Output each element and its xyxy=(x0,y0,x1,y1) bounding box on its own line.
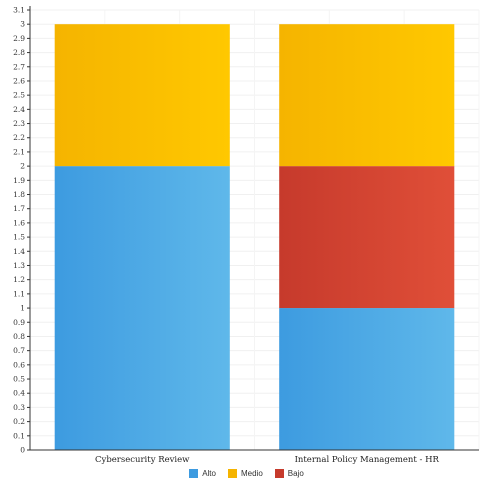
y-tick-label: 2.2 xyxy=(13,133,25,142)
y-tick-label: 2.1 xyxy=(13,147,25,156)
y-tick-label: 1 xyxy=(20,304,25,313)
y-tick-label: 0.4 xyxy=(13,389,25,398)
x-category-label: Internal Policy Management - HR xyxy=(295,455,440,465)
y-tick-label: 2.8 xyxy=(13,48,25,57)
legend-item-alto[interactable]: Alto xyxy=(189,469,216,478)
y-tick-label: 0.3 xyxy=(13,403,25,412)
x-axis: Cybersecurity Review Internal Policy Mana… xyxy=(30,449,479,465)
bar-series xyxy=(54,24,455,450)
bar-medio-1[interactable] xyxy=(54,24,230,167)
legend-label-medio: Medio xyxy=(240,469,263,478)
x-category-label: Cybersecurity Review xyxy=(95,455,190,465)
y-tick-label: 1.7 xyxy=(13,204,25,213)
y-tick-label: 2.7 xyxy=(13,62,25,71)
legend-label-bajo: Bajo xyxy=(287,469,304,478)
y-tick-label: 0.5 xyxy=(13,375,25,384)
y-axis: 0 0.1 0.2 0.3 0.4 0.5 0.6 0.7 0.8 0.9 1 1.1 1.2 1.3 1.… xyxy=(13,6,31,455)
y-tick-label: 0 xyxy=(20,446,25,455)
y-tick-label: 2.3 xyxy=(13,119,25,128)
y-tick-label: 0.1 xyxy=(13,431,25,440)
bar-medio-2[interactable] xyxy=(279,24,455,167)
y-tick-label: 1.8 xyxy=(13,190,25,199)
legend-swatch-medio xyxy=(227,469,237,478)
y-tick-label: 3 xyxy=(20,20,25,29)
legend-item-medio[interactable]: Medio xyxy=(227,469,263,478)
y-tick-label: 0.2 xyxy=(13,417,25,426)
y-tick-label: 1.1 xyxy=(13,289,25,298)
y-tick-label: 1.3 xyxy=(13,261,25,270)
y-tick-label: 2.4 xyxy=(13,105,25,114)
bar-bajo-2[interactable] xyxy=(279,166,455,309)
bar-alto-2[interactable] xyxy=(279,308,455,450)
y-tick-label: 2.6 xyxy=(13,76,25,85)
y-tick-label: 1.2 xyxy=(13,275,25,284)
y-tick-label: 0.6 xyxy=(13,360,25,369)
y-tick-label: 1.9 xyxy=(13,176,25,185)
y-tick-label: 2.9 xyxy=(13,34,25,43)
legend: Alto Medio Bajo xyxy=(0,469,493,478)
legend-label-alto: Alto xyxy=(202,469,216,478)
y-tick-label: 2.5 xyxy=(13,91,25,100)
y-tick-label: 1.5 xyxy=(13,233,25,242)
bar-alto-1[interactable] xyxy=(54,166,230,450)
y-tick-label: 1.4 xyxy=(13,247,25,256)
y-tick-label: 0.8 xyxy=(13,332,25,341)
y-tick-label: 1.6 xyxy=(13,218,25,227)
y-tick-label: 0.7 xyxy=(13,346,25,355)
y-tick-label: 2 xyxy=(20,162,25,171)
y-tick-label: 3.1 xyxy=(13,6,25,15)
legend-item-bajo[interactable]: Bajo xyxy=(274,469,304,478)
legend-swatch-bajo xyxy=(274,469,284,478)
legend-swatch-alto xyxy=(189,469,199,478)
y-tick-label: 0.9 xyxy=(13,318,25,327)
